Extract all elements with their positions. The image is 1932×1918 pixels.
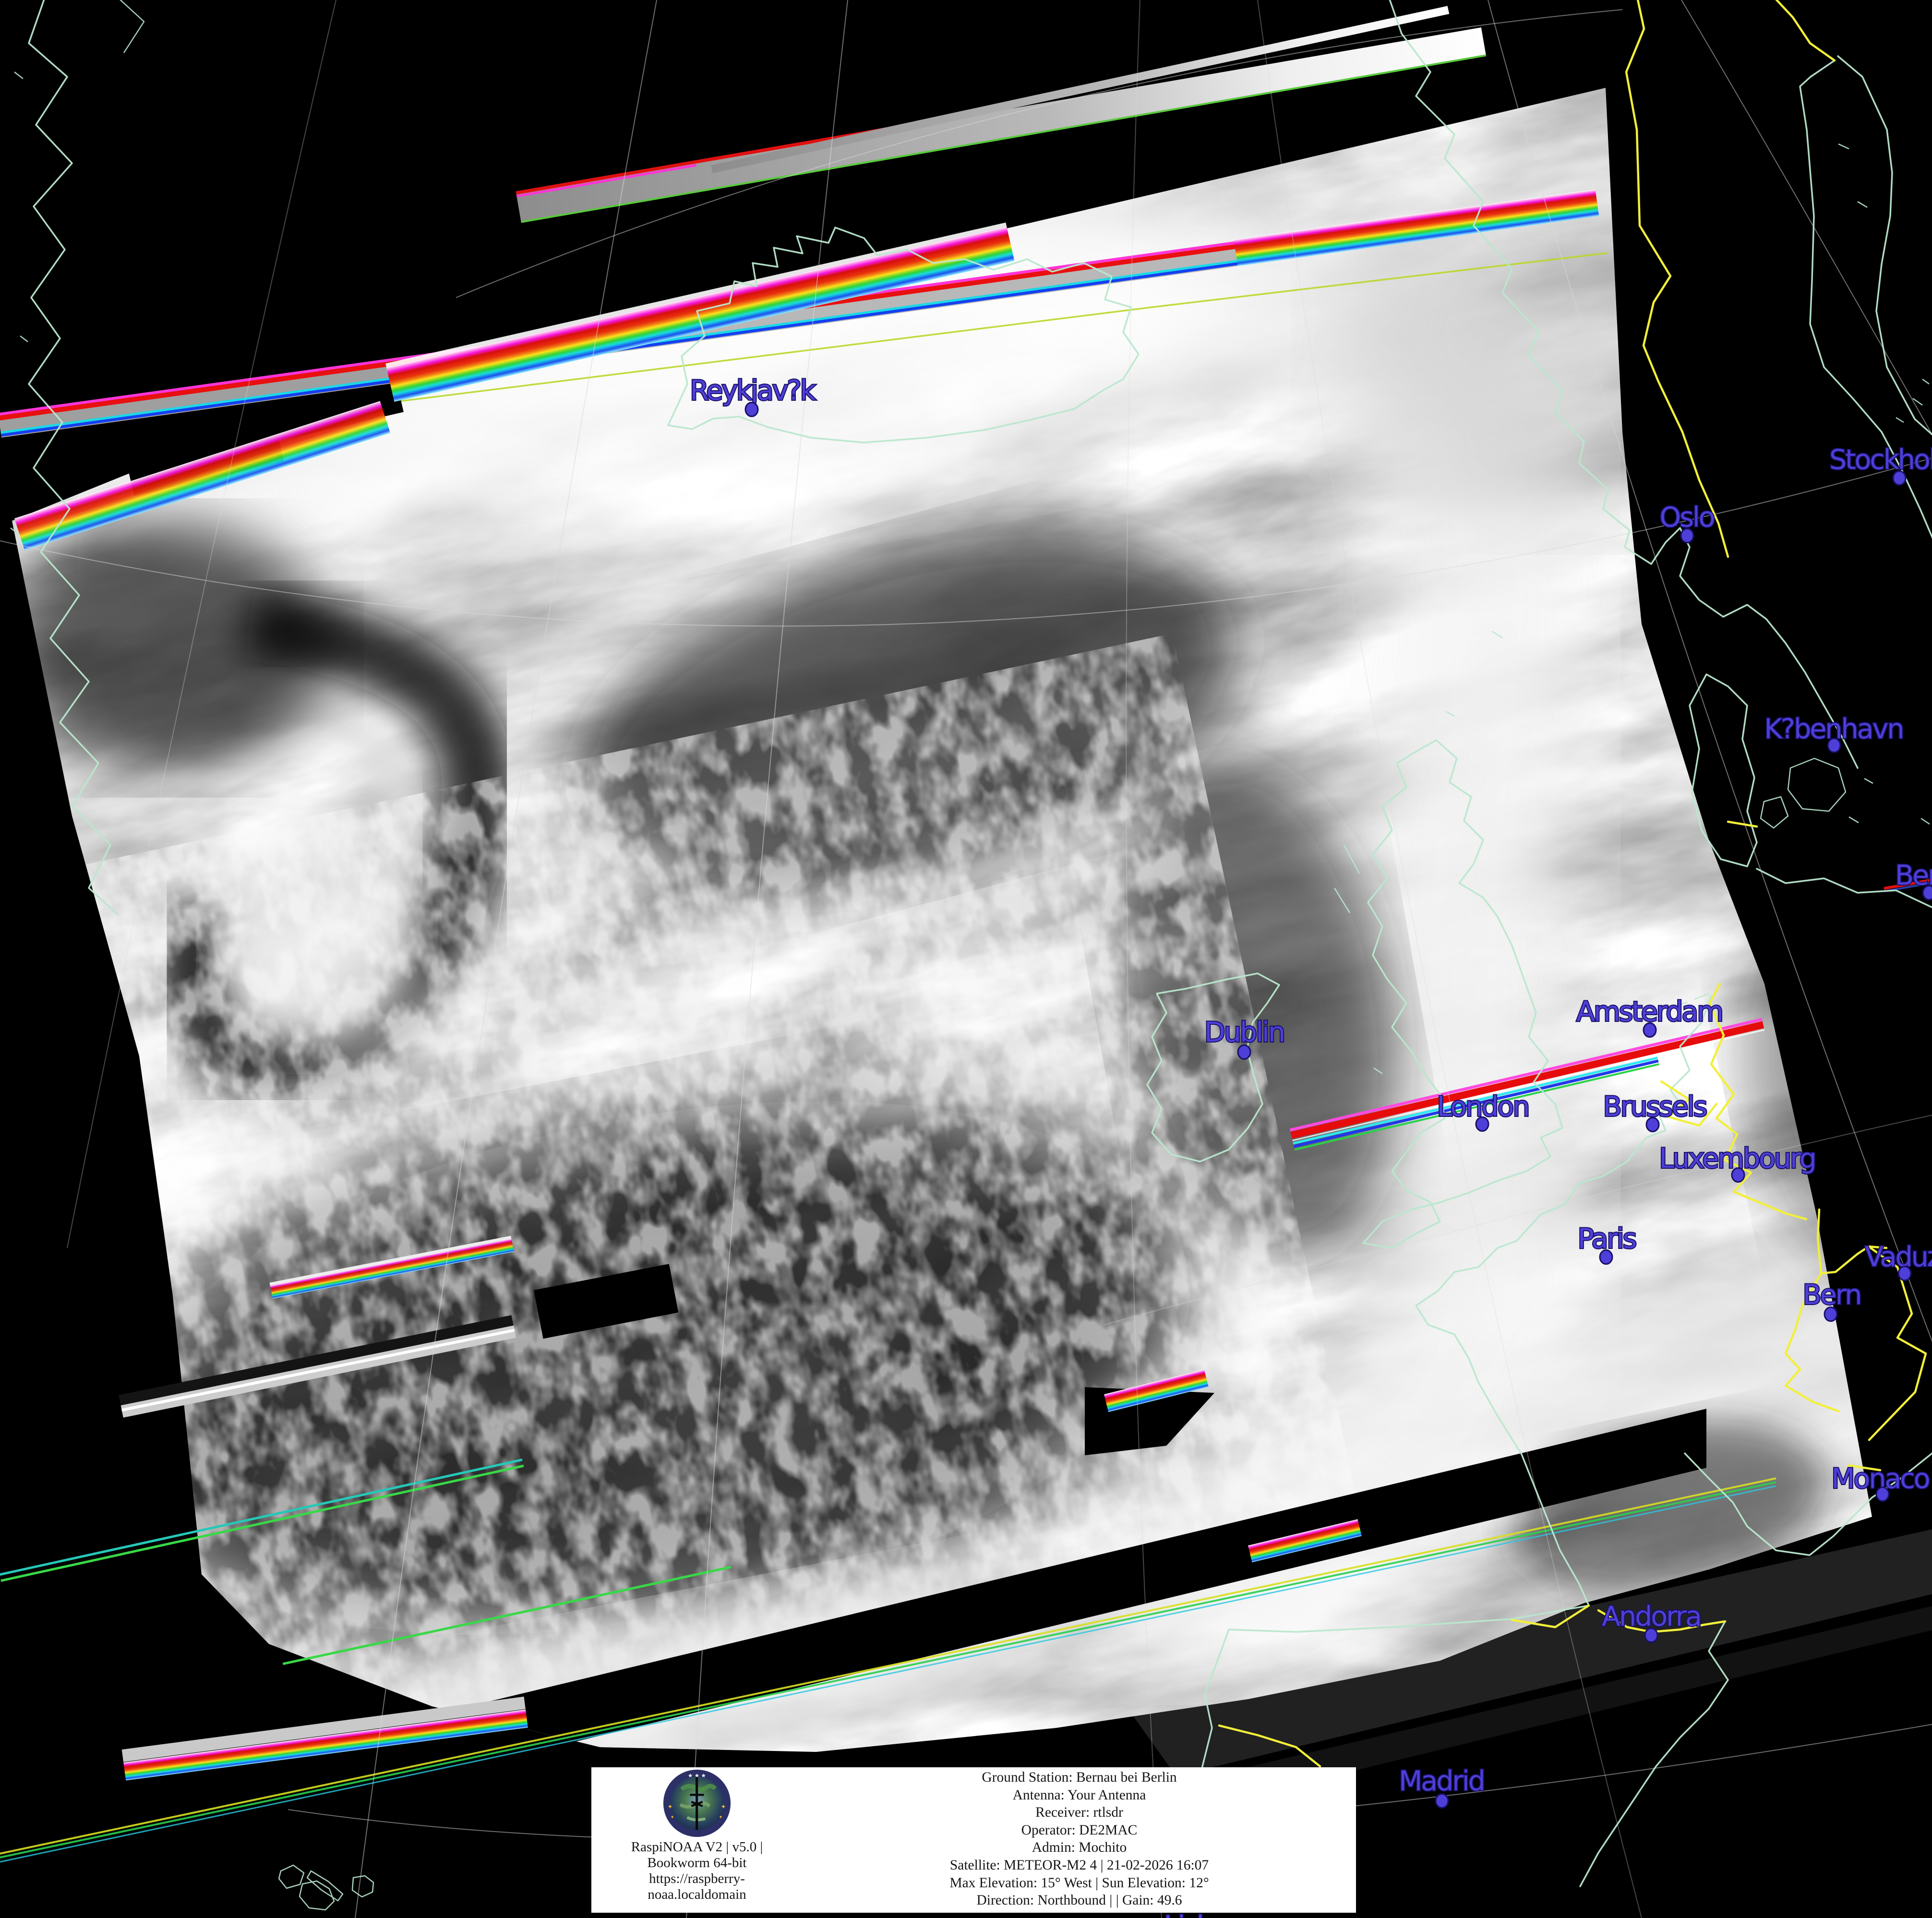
telemetry-info-line: Max Elevation: 15° West | Sun Elevation:… [949, 1875, 1209, 1891]
city-marker-luxembourg [1731, 1167, 1745, 1183]
city-label-dublin: Dublin [1204, 1017, 1284, 1048]
faint-swath-bands [1128, 1529, 1932, 1802]
city-marker-reykjavik [744, 402, 759, 417]
city-marker-oslo [1680, 528, 1694, 543]
telemetry-info-line: Admin: Mochito [1032, 1840, 1127, 1856]
city-label-amsterdam: Amsterdam [1576, 996, 1722, 1028]
svg-text:✦: ✦ [719, 1815, 723, 1820]
svg-text:✦: ✦ [668, 1803, 673, 1810]
city-label-stockholm: Stockholm [1829, 444, 1932, 476]
glitch-streaks [0, 6, 1932, 1863]
city-marker-andorra [1644, 1628, 1658, 1643]
pass-telemetry-info: Ground Station: Bernau bei Berlin Antenna… [803, 1767, 1356, 1913]
svg-text:★ ★ ★: ★ ★ ★ [688, 1773, 706, 1779]
city-label-andorra: Andorra [1602, 1601, 1701, 1632]
coastlines [10, 0, 1932, 1911]
telemetry-info-line: Antenna: Your Antenna [1012, 1787, 1146, 1803]
city-marker-berlin [1922, 885, 1932, 900]
station-info-line: Bookworm 64-bit [647, 1855, 747, 1870]
telemetry-info-line: Receiver: rtlsdr [1035, 1805, 1123, 1821]
telemetry-info-line: Operator: DE2MAC [1021, 1822, 1138, 1838]
city-marker-bern [1824, 1307, 1838, 1322]
raspinoaa-earth-emblem-icon: ★ ★ ★ ✦ ✦ ✦ ✦ [663, 1769, 731, 1837]
city-marker-monaco [1875, 1486, 1890, 1502]
city-label-madrid: Madrid [1399, 1765, 1484, 1797]
city-marker-paris [1599, 1249, 1613, 1265]
info-panel: ★ ★ ★ ✦ ✦ ✦ ✦ RaspiNOAA V2 | v5.0 | Bookw… [591, 1767, 1356, 1913]
bottom-rainbow [121, 1696, 528, 1781]
telemetry-info-line: Ground Station: Bernau bei Berlin [982, 1770, 1177, 1785]
city-marker-dublin [1237, 1044, 1251, 1060]
city-marker-brussels [1645, 1117, 1660, 1132]
city-marker-amsterdam [1643, 1022, 1657, 1038]
swath-edge-rainbow [385, 222, 1015, 402]
scan-gap-band [259, 1409, 1706, 1752]
city-labels: Reykjav?kStockholmOsloK?benhavnBerlinDub… [689, 374, 1932, 1918]
city-marker-vaduz [1897, 1266, 1912, 1281]
country-borders [1218, 0, 1927, 1768]
city-marker-madrid [1435, 1793, 1449, 1809]
station-info-line: https://raspberry- [649, 1871, 745, 1886]
city-marker-london [1475, 1116, 1489, 1132]
top-partial-band [516, 27, 1487, 223]
city-label-reykjavik: Reykjav?k [690, 375, 816, 407]
city-label-vaduz: Vaduz [1865, 1241, 1932, 1273]
thin-sliver [711, 6, 1450, 173]
station-software-info: RaspiNOAA V2 | v5.0 | Bookworm 64-bit http… [631, 1839, 763, 1903]
station-info-line: noaa.localdomain [648, 1887, 746, 1902]
city-marker-stockholm [1892, 470, 1907, 486]
info-panel-left: ★ ★ ★ ✦ ✦ ✦ ✦ RaspiNOAA V2 | v5.0 | Bookw… [591, 1767, 803, 1913]
svg-text:✦: ✦ [721, 1803, 726, 1810]
city-marker-kobenhavn [1827, 738, 1841, 753]
svg-text:✦: ✦ [671, 1815, 675, 1820]
station-info-line: RaspiNOAA V2 | v5.0 | [631, 1839, 763, 1855]
telemetry-info-line: Direction: Northbound | | Gain: 49.6 [976, 1893, 1182, 1908]
mid-streak [1289, 1018, 1765, 1151]
city-label-oslo: Oslo [1659, 502, 1714, 533]
city-label-bern: Bern [1803, 1279, 1861, 1311]
telemetry-info-line: Satellite: METEOR-M2 4 | 21-02-2026 16:0… [949, 1857, 1209, 1873]
